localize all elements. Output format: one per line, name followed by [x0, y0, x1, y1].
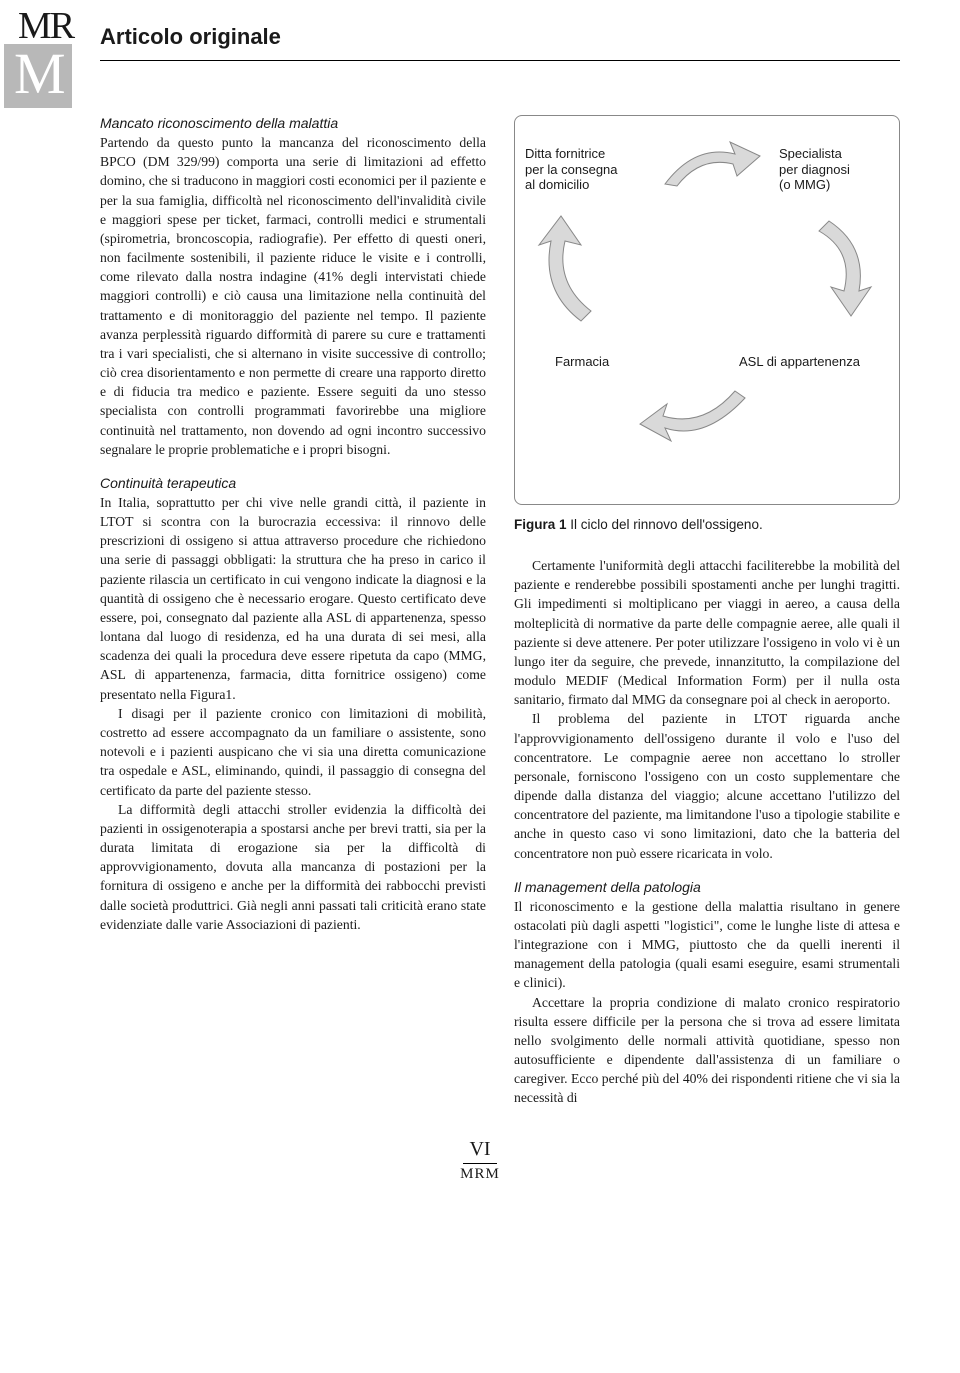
body-paragraph: In Italia, soprattutto per chi vive nell…	[100, 493, 486, 704]
figure-1-diagram: Ditta fornitrice per la consegna al domi…	[514, 115, 900, 505]
section-heading: Continuità terapeutica	[100, 475, 486, 491]
logo-text-bottom: M	[14, 40, 66, 107]
body-paragraph: Il riconoscimento e la gestione della ma…	[514, 897, 900, 993]
page-footer: VI MRM	[60, 1138, 900, 1183]
figure-caption-label: Figura 1	[514, 517, 567, 532]
left-column: Mancato riconoscimento della malattia Pa…	[100, 115, 486, 1108]
cycle-arrow-icon	[635, 386, 755, 456]
section-heading: Mancato riconoscimento della malattia	[100, 115, 486, 131]
diagram-node-label: Ditta fornitrice per la consegna al domi…	[525, 146, 645, 193]
cycle-arrow-icon	[533, 211, 603, 331]
body-paragraph: I disagi per il paziente cronico con lim…	[100, 704, 486, 800]
body-paragraph: Accettare la propria condizione di malat…	[514, 993, 900, 1108]
diagram-node-label: ASL di appartenenza	[739, 354, 889, 370]
body-paragraph: Il problema del paziente in LTOT riguard…	[514, 709, 900, 862]
figure-caption: Figura 1 Il ciclo del rinnovo dell'ossig…	[514, 517, 900, 532]
article-type-heading: Articolo originale	[100, 18, 900, 61]
cycle-arrow-icon	[655, 134, 765, 194]
body-paragraph: La difformità degli attacchi stroller ev…	[100, 800, 486, 934]
body-paragraph: Certamente l'uniformità degli attacchi f…	[514, 556, 900, 709]
figure-caption-text: Il ciclo del rinnovo dell'ossigeno.	[567, 517, 763, 532]
body-paragraph: Partendo da questo punto la mancanza del…	[100, 133, 486, 459]
footer-journal-abbrev: MRM	[60, 1166, 900, 1183]
cycle-arrow-icon	[809, 211, 879, 321]
page-number: VI	[463, 1138, 496, 1164]
diagram-node-label: Farmacia	[555, 354, 655, 370]
right-column: Ditta fornitrice per la consegna al domi…	[514, 115, 900, 1108]
diagram-node-label: Specialista per diagnosi (o MMG)	[779, 146, 889, 193]
section-heading: Il management della patologia	[514, 879, 900, 895]
journal-logo: MR M	[0, 0, 85, 130]
